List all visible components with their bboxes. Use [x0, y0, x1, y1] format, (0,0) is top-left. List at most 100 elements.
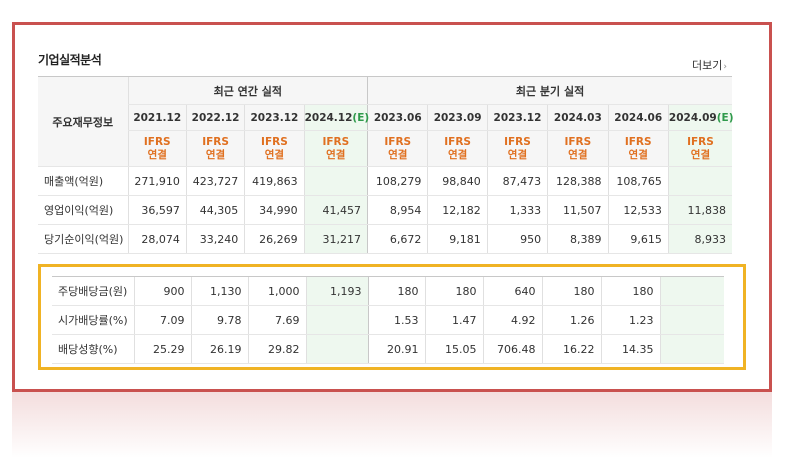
ifrs-line2: 연결: [388, 148, 408, 161]
table-cell: [659, 305, 724, 335]
period-label: 2024.03: [553, 111, 602, 124]
period-label: 2021.12: [133, 111, 182, 124]
table-row: 주당배당금(원) 900 1,130 1,000 1,193 180 180 640 180 18…: [52, 276, 724, 306]
table-cell: 12,533: [607, 195, 669, 225]
ifrs-label: IFRS 연결: [303, 130, 368, 167]
table-cell: 640: [482, 276, 542, 306]
table-cell: 128,388: [547, 166, 609, 196]
row-label: 시가배당률(%): [52, 305, 134, 335]
table-cell: 9.78: [190, 305, 248, 335]
period-label: 2023.12: [250, 111, 299, 124]
more-link-label: 더보기: [692, 59, 723, 72]
ifrs-label: IFRS 연결: [185, 130, 245, 167]
period-header: 2024.09(E): [667, 104, 734, 131]
period-label: 2022.12: [191, 111, 240, 124]
panel-title: 기업실적분석: [38, 53, 102, 67]
ifrs-line1: IFRS: [444, 135, 471, 148]
period-header: 2024.06: [607, 104, 669, 131]
table-cell: 26,269: [244, 224, 305, 254]
ifrs-line1: IFRS: [687, 135, 714, 148]
ifrs-line2: 연결: [147, 148, 167, 161]
table-cell: 900: [133, 276, 191, 306]
dividend-table: 주당배당금(원) 900 1,130 1,000 1,193 180 180 640 180 18…: [52, 276, 724, 364]
period-header: 2023.09: [427, 104, 488, 131]
table-cell: 1.26: [541, 305, 601, 335]
table-cell: 108,279: [367, 166, 428, 196]
ifrs-line1: IFRS: [202, 135, 229, 148]
ifrs-line1: IFRS: [384, 135, 412, 148]
ifrs-line1: IFRS: [322, 135, 350, 148]
table-cell: 6,672: [367, 224, 428, 254]
ifrs-label: IFRS 연결: [607, 130, 669, 167]
period-header: 2021.12: [127, 104, 187, 131]
ifrs-label: IFRS 연결: [547, 130, 609, 167]
ifrs-label: IFRS 연결: [427, 130, 488, 167]
row-label: 배당성향(%): [52, 334, 134, 364]
table-cell: [303, 166, 368, 196]
table-cell: [305, 334, 368, 364]
ifrs-line1: IFRS: [261, 135, 288, 148]
table-cell: 8,389: [547, 224, 609, 254]
row-label: 매출액(억원): [38, 166, 129, 196]
annual-group-header: 최근 연간 실적: [127, 76, 368, 105]
ifrs-line2: 연결: [568, 148, 588, 161]
ifrs-line1: IFRS: [624, 135, 652, 148]
ifrs-label: IFRS 연결: [127, 130, 187, 167]
ifrs-label: IFRS 연결: [486, 130, 548, 167]
table-cell: 423,727: [185, 166, 245, 196]
table-cell: 16.22: [541, 334, 601, 364]
table-cell: 180: [367, 276, 425, 306]
ifrs-line1: IFRS: [564, 135, 592, 148]
table-cell: 20.91: [367, 334, 425, 364]
table-cell: 15.05: [424, 334, 483, 364]
table-cell: 9,615: [607, 224, 669, 254]
table-cell: 33,240: [185, 224, 245, 254]
period-header: 2023.06: [367, 104, 428, 131]
more-link[interactable]: 더보기›: [692, 57, 727, 73]
financial-summary-table: 주요재무정보 최근 연간 실적 최근 분기 실적 2021.12 2022.12 2…: [38, 76, 734, 254]
table-cell: [305, 305, 368, 335]
ifrs-line1: IFRS: [504, 135, 531, 148]
table-cell: 8,933: [667, 224, 732, 254]
ifrs-label: IFRS 연결: [367, 130, 428, 167]
table-cell: 7.09: [133, 305, 191, 335]
highlight-frame-yellow: [38, 264, 746, 370]
table-cell: 36,597: [127, 195, 187, 225]
period-label: 2023.06: [373, 111, 422, 124]
table-cell: 419,863: [244, 166, 305, 196]
table-cell: 26.19: [190, 334, 248, 364]
table-cell: 706.48: [482, 334, 542, 364]
table-cell: 87,473: [486, 166, 548, 196]
table-cell: 41,457: [303, 195, 368, 225]
ifrs-line2: 연결: [326, 148, 346, 161]
table-cell: [659, 334, 724, 364]
table-cell: 1,130: [190, 276, 248, 306]
row-label: 영업이익(억원): [38, 195, 129, 225]
table-row: 배당성향(%) 25.29 26.19 29.82 20.91 15.05 706.48 16…: [52, 334, 724, 364]
ifrs-label: IFRS 연결: [667, 130, 732, 167]
table-cell: 11,838: [667, 195, 732, 225]
ifrs-line1: IFRS: [143, 135, 171, 148]
table-cell: 180: [541, 276, 601, 306]
table-cell: 7.69: [247, 305, 306, 335]
period-label: 2024.09: [668, 111, 717, 124]
table-row: 매출액(억원) 271,910 423,727 419,863 108,279 98,84…: [38, 166, 732, 196]
period-header: 2024.12(E): [303, 104, 369, 131]
ifrs-line2: 연결: [264, 148, 285, 161]
period-header: 2024.03: [547, 104, 609, 131]
period-header: 2022.12: [185, 104, 245, 131]
row-header-label: 주요재무정보: [38, 76, 129, 167]
table-cell: 1,193: [305, 276, 368, 306]
period-label: 2023.12: [493, 111, 542, 124]
table-cell: 11,507: [547, 195, 609, 225]
table-cell: 12,182: [427, 195, 488, 225]
period-label: 2024.12: [304, 111, 353, 124]
table-cell: 98,840: [427, 166, 488, 196]
ifrs-label: IFRS 연결: [244, 130, 305, 167]
row-label: 주당배당금(원): [52, 276, 134, 306]
table-cell: 1.47: [424, 305, 483, 335]
frame-reflection: [12, 392, 772, 458]
row-label: 당기순이익(억원): [38, 224, 129, 254]
table-cell: 108,765: [607, 166, 669, 196]
table-cell: 14.35: [600, 334, 660, 364]
